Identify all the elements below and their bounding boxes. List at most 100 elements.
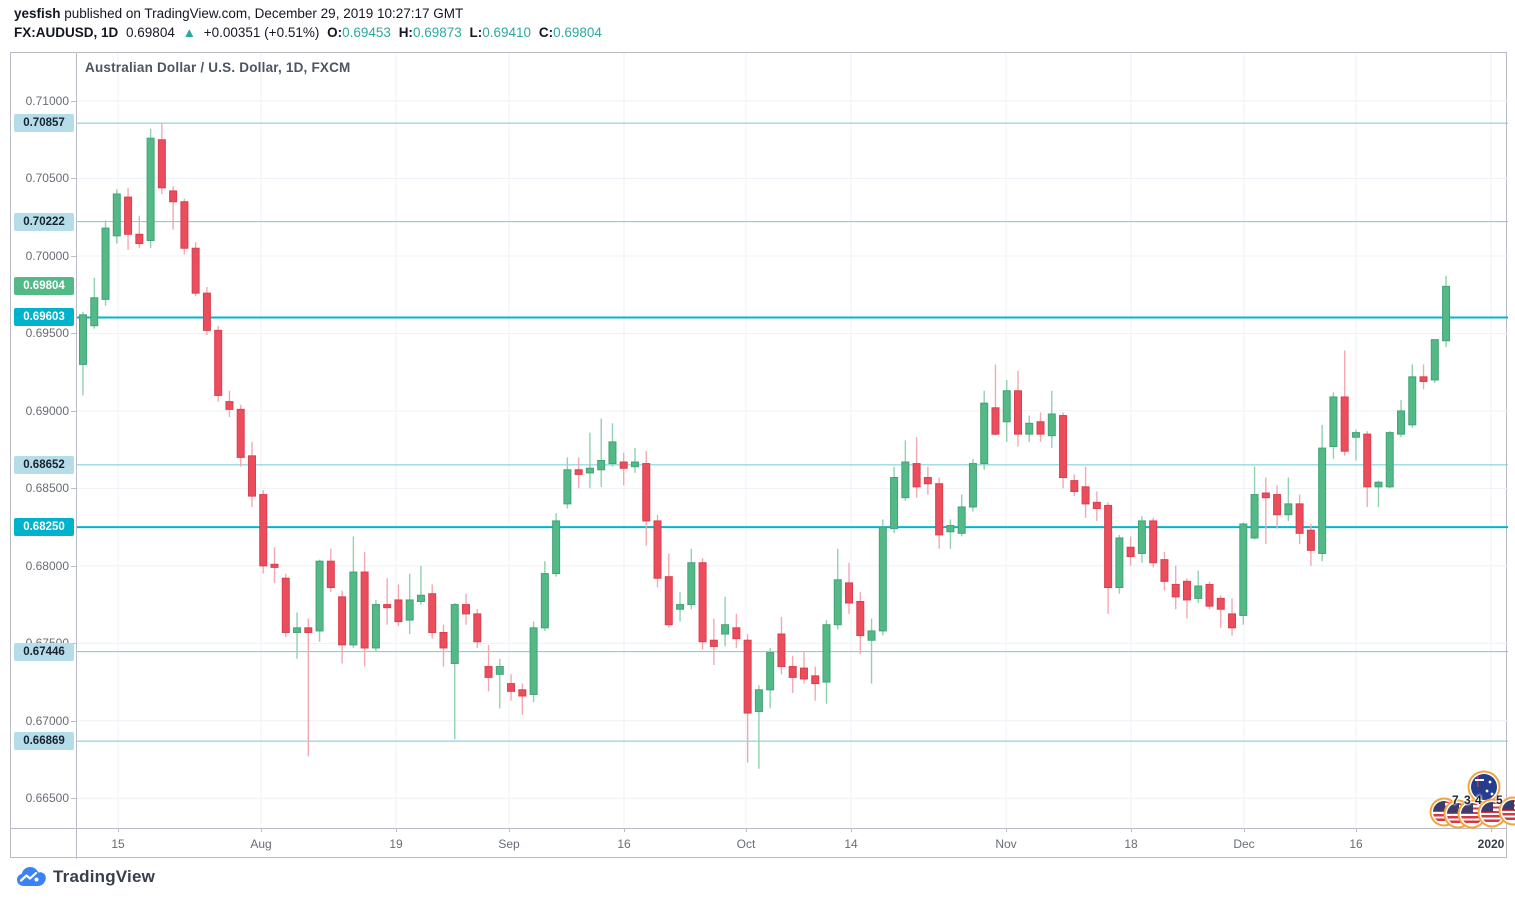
tradingview-logo[interactable]: TradingView — [16, 866, 155, 887]
price-level-badge[interactable]: 0.66869 — [14, 732, 74, 751]
candle-body[interactable] — [1070, 480, 1079, 492]
candle-body[interactable] — [585, 467, 594, 474]
candle-body[interactable] — [1430, 339, 1439, 381]
candle-body[interactable] — [811, 675, 820, 685]
candle-body[interactable] — [1059, 415, 1068, 479]
us-flag-idea-bubble[interactable] — [1461, 803, 1483, 825]
candle-body[interactable] — [552, 520, 561, 575]
candle-body[interactable] — [935, 483, 944, 536]
candle-body[interactable] — [653, 520, 662, 579]
candle-body[interactable] — [236, 408, 245, 458]
candle-body[interactable] — [1036, 421, 1045, 435]
candle-body[interactable] — [383, 604, 392, 609]
idea-count-badge[interactable]: 3 — [1464, 793, 1471, 807]
idea-count-badge[interactable]: 5 — [1496, 793, 1503, 807]
price-level-badge[interactable]: 0.70857 — [14, 114, 74, 133]
candle-body[interactable] — [867, 630, 876, 641]
candlestick-chart-area[interactable] — [76, 53, 1508, 828]
candle-body[interactable] — [507, 683, 516, 692]
candle-body[interactable] — [1092, 501, 1101, 510]
candle-body[interactable] — [315, 560, 324, 632]
candle-body[interactable] — [281, 577, 290, 633]
candle-body[interactable] — [923, 477, 932, 485]
candle-body[interactable] — [709, 639, 718, 647]
candle-body[interactable] — [901, 461, 910, 499]
candle-body[interactable] — [1137, 520, 1146, 554]
candle-body[interactable] — [495, 666, 504, 675]
candle-body[interactable] — [991, 407, 1000, 435]
candle-body[interactable] — [1284, 503, 1293, 516]
candle-body[interactable] — [1397, 410, 1406, 435]
candle-body[interactable] — [1126, 546, 1135, 558]
candle-body[interactable] — [799, 667, 808, 680]
candle-body[interactable] — [1171, 583, 1180, 598]
candle-body[interactable] — [856, 600, 865, 637]
candle-body[interactable] — [890, 477, 899, 530]
candle-body[interactable] — [416, 594, 425, 602]
candle-body[interactable] — [462, 604, 471, 615]
candle-body[interactable] — [180, 201, 189, 249]
candle-body[interactable] — [202, 292, 211, 331]
candle-body[interactable] — [439, 631, 448, 649]
candle-body[interactable] — [1013, 390, 1022, 435]
candle-body[interactable] — [946, 525, 955, 533]
price-level-badge[interactable]: 0.67446 — [14, 642, 74, 661]
price-level-badge[interactable]: 0.70222 — [14, 212, 74, 231]
candle-body[interactable] — [338, 596, 347, 646]
candle-body[interactable] — [484, 666, 493, 678]
candle-body[interactable] — [845, 582, 854, 604]
candle-body[interactable] — [1081, 486, 1090, 505]
candle-body[interactable] — [1182, 580, 1191, 601]
candle-body[interactable] — [833, 579, 842, 626]
candle-body[interactable] — [1239, 523, 1248, 616]
candle-body[interactable] — [1385, 432, 1394, 488]
price-level-badge[interactable]: 0.68250 — [14, 518, 74, 537]
candle-body[interactable] — [1340, 396, 1349, 452]
candle-body[interactable] — [428, 593, 437, 633]
candle-body[interactable] — [878, 526, 887, 632]
candle-body[interactable] — [304, 627, 313, 633]
candle-body[interactable] — [980, 402, 989, 465]
candle-body[interactable] — [574, 469, 583, 475]
candle-body[interactable] — [754, 689, 763, 712]
candle-body[interactable] — [1250, 494, 1259, 539]
candle-body[interactable] — [687, 562, 696, 606]
candle-body[interactable] — [1273, 494, 1282, 516]
candle-body[interactable] — [766, 652, 775, 691]
candle-body[interactable] — [135, 233, 144, 245]
candle-body[interactable] — [1160, 559, 1169, 582]
candle-body[interactable] — [563, 469, 572, 505]
us-flag-idea-bubble[interactable] — [1502, 800, 1515, 822]
candle-body[interactable] — [1228, 613, 1237, 629]
candle-body[interactable] — [1194, 585, 1203, 599]
candle-body[interactable] — [225, 401, 234, 410]
candle-body[interactable] — [822, 624, 831, 683]
candle-body[interactable] — [349, 571, 358, 646]
candle-body[interactable] — [1419, 376, 1428, 382]
candle-body[interactable] — [112, 193, 121, 237]
candle-body[interactable] — [518, 689, 527, 697]
candle-body[interactable] — [1149, 520, 1158, 564]
candle-body[interactable] — [1295, 503, 1304, 534]
candle-body[interactable] — [371, 604, 380, 649]
candle-body[interactable] — [968, 463, 977, 508]
candle-body[interactable] — [1329, 396, 1338, 448]
candle-body[interactable] — [957, 506, 966, 534]
candle-body[interactable] — [473, 613, 482, 643]
candle-body[interactable] — [1442, 285, 1451, 342]
candle-body[interactable] — [1205, 583, 1214, 607]
candle-body[interactable] — [90, 297, 99, 327]
candle-body[interactable] — [169, 190, 178, 203]
candle-body[interactable] — [630, 461, 639, 468]
candle-body[interactable] — [326, 560, 335, 589]
idea-count-badge[interactable]: 7 — [1452, 793, 1459, 807]
candle-body[interactable] — [1318, 447, 1327, 554]
candle-body[interactable] — [1306, 529, 1315, 551]
candle-body[interactable] — [157, 139, 166, 189]
candle-body[interactable] — [1408, 376, 1417, 426]
candle-body[interactable] — [146, 137, 155, 241]
candle-body[interactable] — [721, 624, 730, 635]
candle-body[interactable] — [698, 562, 707, 643]
candle-body[interactable] — [676, 604, 685, 610]
candle-body[interactable] — [1216, 597, 1225, 610]
